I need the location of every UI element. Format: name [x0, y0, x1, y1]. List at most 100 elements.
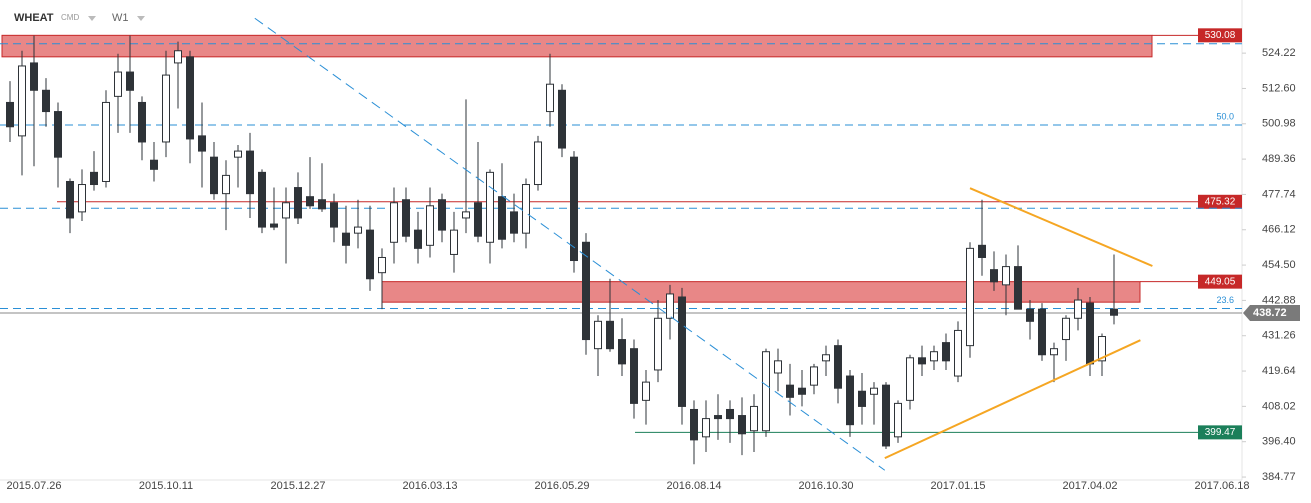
candle-body [186, 56, 194, 140]
candle-body [162, 74, 170, 143]
market[interactable]: CMD [61, 13, 79, 22]
y-tick-label: 454.50 [1262, 259, 1296, 271]
x-tick-label: 2016.10.30 [798, 480, 853, 492]
y-tick-label: 431.26 [1262, 330, 1296, 342]
candle-body [918, 357, 926, 365]
candle-body [726, 408, 734, 420]
x-tick-label: 2017.01.15 [930, 480, 985, 492]
candle-body [894, 402, 902, 438]
candle-body [510, 211, 518, 234]
trendline [969, 187, 1153, 267]
candle-body [882, 384, 890, 447]
candle-body [498, 196, 506, 240]
candle-body [978, 244, 986, 258]
price-label-bg [1198, 274, 1242, 289]
candle-body [474, 202, 482, 237]
candle-body [858, 390, 866, 407]
candle-body [930, 351, 938, 362]
candle-body [258, 171, 266, 228]
price-label-bg [1198, 194, 1242, 209]
candle-body [534, 141, 542, 186]
y-tick-label: 512.60 [1262, 82, 1296, 94]
candle-body [1026, 308, 1034, 322]
price-label-bg [1243, 305, 1300, 322]
candle-body [1074, 299, 1082, 319]
candle-body [594, 320, 602, 350]
candle-body [138, 101, 146, 143]
zone [1, 34, 1153, 58]
x-tick-label: 2016.05.29 [534, 480, 589, 492]
candle-body [222, 174, 230, 195]
candle-body [426, 205, 434, 246]
candle-body [798, 387, 806, 395]
candle-body [282, 202, 290, 219]
candle-body [210, 156, 218, 195]
candle-body [90, 171, 98, 186]
candle-body [462, 211, 470, 219]
x-tick-label: 2017.04.02 [1062, 480, 1117, 492]
trendline [884, 339, 1141, 460]
y-tick-label: 442.88 [1262, 294, 1296, 306]
candle-body [102, 101, 110, 182]
candle-body [150, 159, 158, 170]
candle-body [1014, 266, 1022, 310]
candle-body [1002, 266, 1010, 286]
candle-body [990, 269, 998, 283]
y-tick-label: 489.36 [1262, 153, 1296, 165]
candle-body [390, 202, 398, 243]
y-tick-label: 408.02 [1262, 400, 1296, 412]
price-label: 449.05 [1205, 276, 1236, 287]
candle-body [450, 229, 458, 255]
candle-body [714, 415, 722, 420]
candle-body [306, 196, 314, 207]
candle-body [78, 184, 86, 213]
timeframe[interactable]: W1 [112, 12, 129, 24]
candle-body [294, 187, 302, 219]
candle-body [318, 199, 326, 210]
candle-body [846, 375, 854, 426]
price-label: 399.47 [1205, 427, 1236, 438]
y-tick-label: 500.98 [1262, 118, 1296, 130]
dropdown[interactable] [88, 16, 96, 21]
fib-label: 23.6 [1216, 295, 1234, 305]
candle-body [678, 296, 686, 407]
price-label: 475.32 [1205, 196, 1236, 207]
candle-body [402, 199, 410, 237]
candle-body [906, 357, 914, 401]
candle-body [810, 366, 818, 386]
candle-body [330, 202, 338, 228]
candle-body [654, 317, 662, 371]
trendline [254, 17, 886, 471]
candle-body [666, 293, 674, 319]
candle-body [762, 351, 770, 432]
candle-body [954, 329, 962, 377]
candle-body [6, 101, 14, 128]
symbol[interactable]: WHEAT [14, 12, 54, 24]
candle-body [582, 241, 590, 341]
price-label-bg [1198, 28, 1242, 43]
x-tick-label: 2017.06.18 [1194, 480, 1249, 492]
x-tick-label: 2015.07.26 [6, 480, 61, 492]
candle-body [342, 232, 350, 246]
candle-body [558, 89, 566, 149]
candle-body [942, 342, 950, 362]
y-tick-label: 477.74 [1262, 188, 1296, 200]
candle-body [870, 387, 878, 395]
candle-body [198, 135, 206, 152]
y-tick-label: 419.64 [1262, 365, 1296, 377]
candle-body [486, 171, 494, 243]
x-tick-label: 2015.12.27 [270, 480, 325, 492]
candle-body [738, 415, 746, 435]
price-label: 530.08 [1205, 30, 1236, 41]
candle-body [690, 408, 698, 441]
candle-body [630, 348, 638, 404]
candle-body [114, 71, 122, 97]
candle-body [246, 150, 254, 195]
candle-body [354, 226, 362, 234]
candle-body [606, 320, 614, 350]
dropdown[interactable] [137, 16, 145, 21]
candle-body [378, 256, 386, 274]
candle-body [30, 62, 38, 91]
candle-body [786, 384, 794, 398]
